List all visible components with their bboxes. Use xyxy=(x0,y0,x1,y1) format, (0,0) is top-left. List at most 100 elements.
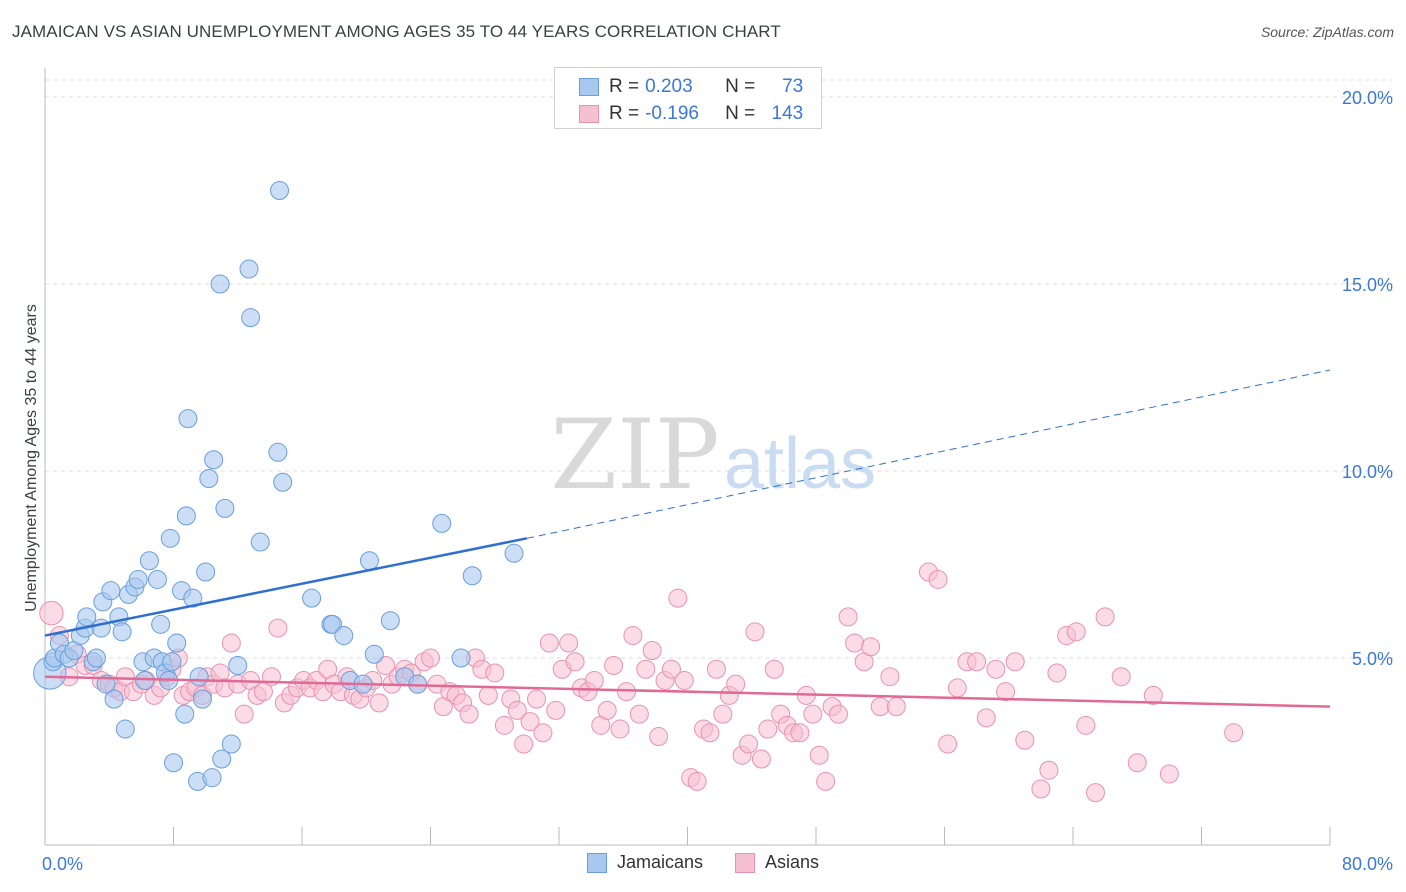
asians-point xyxy=(880,667,900,687)
watermark: ZIP atlas xyxy=(550,399,876,511)
jamaicans-point xyxy=(451,648,471,668)
asians-point xyxy=(1159,764,1179,784)
r-label: R = xyxy=(609,76,640,97)
asians-point xyxy=(713,704,733,724)
asians-point xyxy=(459,704,479,724)
asians-point xyxy=(828,704,848,724)
asians-point xyxy=(478,685,498,705)
jamaicans-point xyxy=(189,667,209,687)
jamaicans-point xyxy=(183,588,203,608)
asians-point xyxy=(764,659,784,679)
asians-point xyxy=(803,704,823,724)
asians-point xyxy=(234,704,254,724)
jamaicans-points xyxy=(33,181,524,791)
jamaicans-point xyxy=(147,569,167,589)
jamaicans-point xyxy=(273,472,293,492)
asians-point xyxy=(1143,685,1163,705)
legend-row-jamaicans: R = 0.203 N = 73 xyxy=(579,75,803,99)
asians-point xyxy=(1047,663,1067,683)
chart-title: JAMAICAN VS ASIAN UNEMPLOYMENT AMONG AGE… xyxy=(12,22,781,41)
source-label: Source: ZipAtlas.com xyxy=(1260,24,1394,40)
jamaicans-point xyxy=(204,450,224,470)
trend-lines xyxy=(44,369,1331,708)
y-tick-label: 20.0% xyxy=(1342,88,1393,108)
asians-point xyxy=(546,700,566,720)
r-value: -0.196 xyxy=(645,103,699,124)
asians-point xyxy=(533,723,553,743)
jamaicans-trend-extension xyxy=(526,369,1331,539)
jamaicans-point xyxy=(128,569,148,589)
asians-point xyxy=(928,569,948,589)
asians-point xyxy=(996,682,1016,702)
jamaicans-swatch xyxy=(579,78,599,96)
jamaicans-point xyxy=(364,644,384,664)
jamaicans-point xyxy=(228,655,248,675)
r-value: 0.203 xyxy=(645,76,693,97)
jamaicans-point xyxy=(112,622,132,642)
asians-point xyxy=(604,655,624,675)
jamaicans-legend-swatch xyxy=(586,852,607,873)
asians-point xyxy=(539,633,559,653)
n-value: 73 xyxy=(782,76,804,97)
asians-point xyxy=(485,663,505,683)
asians-point xyxy=(642,641,662,661)
grid-layer xyxy=(45,79,1395,659)
jamaicans-point xyxy=(432,513,452,533)
asians-point xyxy=(758,719,778,739)
asians-swatch xyxy=(579,105,599,123)
jamaicans-point xyxy=(334,626,354,646)
n-label: N = xyxy=(725,103,756,124)
jamaicans-point xyxy=(250,532,270,552)
asians-point xyxy=(1015,730,1035,750)
asians-point xyxy=(597,700,617,720)
legend-item-jamaicans[interactable]: Jamaicans xyxy=(586,852,703,873)
jamaicans-point xyxy=(504,543,524,563)
jamaicans-point xyxy=(196,562,216,582)
asians-point xyxy=(514,734,534,754)
jamaicans-point xyxy=(202,768,222,788)
jamaicans-point xyxy=(380,611,400,631)
y-tick-label: 5.0% xyxy=(1352,649,1393,669)
asians-point xyxy=(1111,667,1131,687)
x-tick-label-max: 80.0% xyxy=(1342,854,1393,874)
axes-layer xyxy=(44,68,1331,846)
jamaicans-point xyxy=(96,674,116,694)
jamaicans-legend-label: Jamaicans xyxy=(616,852,703,872)
jamaicans-point xyxy=(162,652,182,672)
jamaicans-point xyxy=(101,581,121,601)
n-label: N = xyxy=(725,76,756,97)
jamaicans-point xyxy=(302,588,322,608)
asians-point xyxy=(1031,779,1051,799)
jamaicans-point xyxy=(199,468,219,488)
jamaicans-point xyxy=(167,633,187,653)
asians-point xyxy=(700,723,720,743)
asians-point xyxy=(687,771,707,791)
asians-point xyxy=(616,682,636,702)
asians-point xyxy=(751,749,771,769)
jamaicans-point xyxy=(135,670,155,690)
jamaicans-point xyxy=(215,498,235,518)
watermark-zip: ZIP xyxy=(550,399,719,511)
asians-point xyxy=(649,727,669,747)
asians-point xyxy=(623,626,643,646)
x-tick-label-min: 0.0% xyxy=(42,854,83,874)
jamaicans-point xyxy=(86,648,106,668)
jamaicans-point xyxy=(160,528,180,548)
r-label: R = xyxy=(609,103,640,124)
asians-point xyxy=(1066,622,1086,642)
asians-point xyxy=(1085,783,1105,803)
asians-point xyxy=(674,670,694,690)
legend-item-asians[interactable]: Asians xyxy=(735,852,819,873)
jamaicans-point xyxy=(239,259,259,279)
watermark-atlas: atlas xyxy=(724,424,876,504)
jamaicans-point xyxy=(115,719,135,739)
tick-labels: 5.0% 10.0% 15.0% 20.0% 0.0% 80.0% xyxy=(42,88,1393,874)
asians-point xyxy=(565,652,585,672)
asians-point xyxy=(1039,760,1059,780)
asians-point xyxy=(886,697,906,717)
asians-point xyxy=(268,618,288,638)
asians-point xyxy=(790,723,810,743)
asians-point xyxy=(221,633,241,653)
asians-point xyxy=(845,633,865,653)
